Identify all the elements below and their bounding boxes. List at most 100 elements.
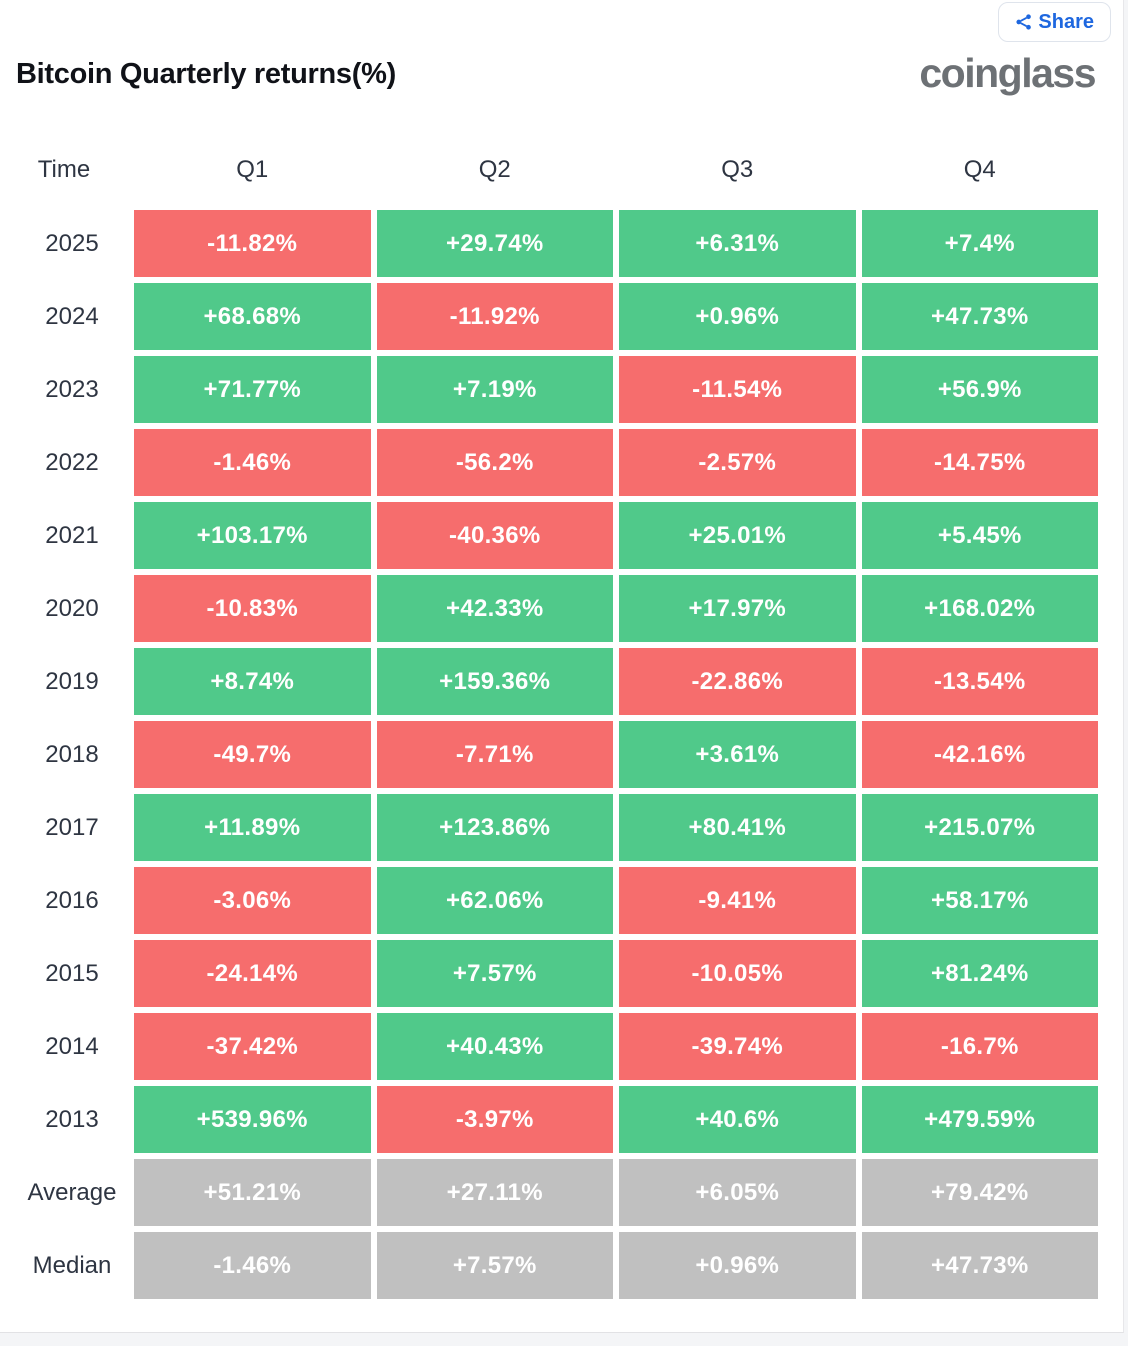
return-cell: -42.16% bbox=[861, 721, 1098, 788]
return-cell: -22.86% bbox=[619, 648, 856, 715]
return-cell: +159.36% bbox=[376, 648, 613, 715]
return-cell: -37.42% bbox=[134, 1013, 371, 1080]
return-cell: -7.71% bbox=[376, 721, 613, 788]
return-cell: +58.17% bbox=[861, 867, 1098, 934]
return-cell: -14.75% bbox=[861, 429, 1098, 496]
return-cell: +62.06% bbox=[376, 867, 613, 934]
row-label: 2022 bbox=[45, 448, 99, 476]
return-cell: +81.24% bbox=[861, 940, 1098, 1007]
return-cell: -40.36% bbox=[376, 502, 613, 569]
return-cell: -16.7% bbox=[861, 1013, 1098, 1080]
column-header-q3: Q3 bbox=[721, 156, 754, 183]
return-cell: +215.07% bbox=[861, 794, 1098, 861]
return-cell: +29.74% bbox=[376, 210, 613, 277]
row-label: 2017 bbox=[45, 813, 99, 841]
return-cell: +47.73% bbox=[861, 283, 1098, 350]
column-header-q1: Q1 bbox=[236, 156, 269, 183]
return-cell: +71.77% bbox=[134, 356, 371, 423]
share-icon bbox=[1016, 14, 1032, 30]
column-header-q2: Q2 bbox=[478, 156, 511, 183]
table-row: 2016 -3.06% +62.06% -9.41% +58.17% bbox=[0, 867, 1098, 934]
return-cell: -56.2% bbox=[376, 429, 613, 496]
return-cell: +40.6% bbox=[619, 1086, 856, 1153]
table-row: Average +51.21% +27.11% +6.05% +79.42% bbox=[0, 1159, 1098, 1226]
row-label: 2020 bbox=[45, 594, 99, 622]
row-label: Average bbox=[27, 1178, 117, 1206]
return-cell: -49.7% bbox=[134, 721, 371, 788]
return-cell: +3.61% bbox=[619, 721, 856, 788]
table-row: 2023 +71.77% +7.19% -11.54% +56.9% bbox=[0, 356, 1098, 423]
table-row: 2015 -24.14% +7.57% -10.05% +81.24% bbox=[0, 940, 1098, 1007]
return-cell: +56.9% bbox=[861, 356, 1098, 423]
return-cell: +79.42% bbox=[861, 1159, 1098, 1226]
return-cell: +6.05% bbox=[619, 1159, 856, 1226]
return-cell: -11.92% bbox=[376, 283, 613, 350]
return-cell: +68.68% bbox=[134, 283, 371, 350]
row-label: 2019 bbox=[45, 667, 99, 695]
row-label: 2013 bbox=[45, 1105, 99, 1133]
coinglass-logo: coinglass bbox=[919, 50, 1096, 96]
return-cell: -2.57% bbox=[619, 429, 856, 496]
table-row: 2022 -1.46% -56.2% -2.57% -14.75% bbox=[0, 429, 1098, 496]
table-body: 2025 -11.82% +29.74% +6.31% +7.4% 2024 +68.68%… bbox=[0, 210, 1098, 1299]
table-row: 2021 +103.17% -40.36% +25.01% +5.45% bbox=[0, 502, 1098, 569]
return-cell: +539.96% bbox=[134, 1086, 371, 1153]
table-row: 2018 -49.7% -7.71% +3.61% -42.16% bbox=[0, 721, 1098, 788]
return-cell: -3.97% bbox=[376, 1086, 613, 1153]
return-cell: -1.46% bbox=[134, 429, 371, 496]
table-header-row: Time Q1 Q2 Q3 Q4 bbox=[0, 150, 1098, 190]
return-cell: +0.96% bbox=[619, 1232, 856, 1299]
return-cell: -10.83% bbox=[134, 575, 371, 642]
return-cell: +5.45% bbox=[861, 502, 1098, 569]
share-button-label: Share bbox=[1038, 11, 1094, 33]
return-cell: +40.43% bbox=[376, 1013, 613, 1080]
table-row: 2017 +11.89% +123.86% +80.41% +215.07% bbox=[0, 794, 1098, 861]
return-cell: -24.14% bbox=[134, 940, 371, 1007]
return-cell: -13.54% bbox=[861, 648, 1098, 715]
column-header-time: Time bbox=[37, 156, 91, 183]
row-label: 2024 bbox=[45, 302, 99, 330]
share-button[interactable]: Share bbox=[998, 2, 1111, 42]
return-cell: +25.01% bbox=[619, 502, 856, 569]
return-cell: +42.33% bbox=[376, 575, 613, 642]
return-cell: +17.97% bbox=[619, 575, 856, 642]
table-row: 2019 +8.74% +159.36% -22.86% -13.54% bbox=[0, 648, 1098, 715]
returns-table: Time Q1 Q2 Q3 Q4 2025 -11.82% +29.74% +6.31… bbox=[0, 150, 1098, 1299]
return-cell: +51.21% bbox=[134, 1159, 371, 1226]
column-header-q4: Q4 bbox=[963, 156, 996, 183]
row-label: 2014 bbox=[45, 1032, 99, 1060]
return-cell: +6.31% bbox=[619, 210, 856, 277]
return-cell: +103.17% bbox=[134, 502, 371, 569]
row-label: 2023 bbox=[45, 375, 99, 403]
return-cell: +168.02% bbox=[861, 575, 1098, 642]
return-cell: +7.19% bbox=[376, 356, 613, 423]
return-cell: +7.4% bbox=[861, 210, 1098, 277]
return-cell: -3.06% bbox=[134, 867, 371, 934]
return-cell: -39.74% bbox=[619, 1013, 856, 1080]
return-cell: +7.57% bbox=[376, 940, 613, 1007]
row-label: Median bbox=[32, 1251, 112, 1279]
table-row: 2025 -11.82% +29.74% +6.31% +7.4% bbox=[0, 210, 1098, 277]
return-cell: +479.59% bbox=[861, 1086, 1098, 1153]
row-label: 2016 bbox=[45, 886, 99, 914]
row-label: 2021 bbox=[45, 521, 99, 549]
page-title: Bitcoin Quarterly returns(%) bbox=[16, 58, 396, 90]
return-cell: +47.73% bbox=[861, 1232, 1098, 1299]
return-cell: +123.86% bbox=[376, 794, 613, 861]
return-cell: +11.89% bbox=[134, 794, 371, 861]
table-row: 2014 -37.42% +40.43% -39.74% -16.7% bbox=[0, 1013, 1098, 1080]
table-row: 2013 +539.96% -3.97% +40.6% +479.59% bbox=[0, 1086, 1098, 1153]
table-row: 2024 +68.68% -11.92% +0.96% +47.73% bbox=[0, 283, 1098, 350]
return-cell: -11.54% bbox=[619, 356, 856, 423]
return-cell: -1.46% bbox=[134, 1232, 371, 1299]
return-cell: -9.41% bbox=[619, 867, 856, 934]
return-cell: +80.41% bbox=[619, 794, 856, 861]
row-label: 2025 bbox=[45, 229, 99, 257]
table-row: Median -1.46% +7.57% +0.96% +47.73% bbox=[0, 1232, 1098, 1299]
return-cell: +0.96% bbox=[619, 283, 856, 350]
row-label: 2018 bbox=[45, 740, 99, 768]
return-cell: +27.11% bbox=[376, 1159, 613, 1226]
return-cell: +7.57% bbox=[376, 1232, 613, 1299]
table-row: 2020 -10.83% +42.33% +17.97% +168.02% bbox=[0, 575, 1098, 642]
